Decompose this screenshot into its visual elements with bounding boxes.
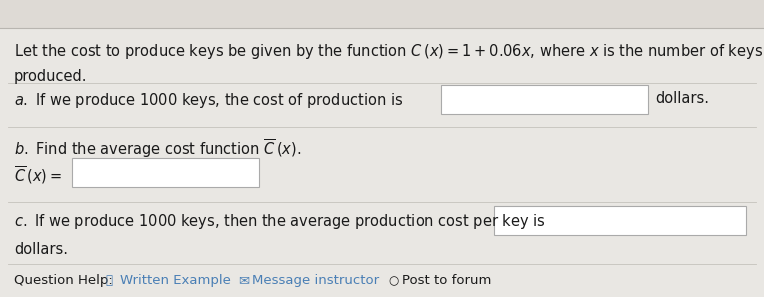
Text: produced.: produced. bbox=[14, 69, 88, 84]
Text: $c.$ If we produce 1000 keys, then the average production cost per key is: $c.$ If we produce 1000 keys, then the a… bbox=[14, 212, 545, 231]
FancyBboxPatch shape bbox=[72, 158, 259, 187]
Text: Let the cost to produce keys be given by the function $C\,(x) = 1 + 0.06x$, wher: Let the cost to produce keys be given by… bbox=[14, 42, 763, 61]
Text: $b.$ Find the average cost function $\overline{C}\,(x)$.: $b.$ Find the average cost function $\ov… bbox=[14, 137, 302, 159]
Bar bbox=[0, 0, 764, 28]
Text: dollars.: dollars. bbox=[14, 242, 68, 257]
FancyBboxPatch shape bbox=[494, 206, 746, 235]
Text: $\overline{C}\,(x) =$: $\overline{C}\,(x) =$ bbox=[14, 164, 62, 186]
Text: ○: ○ bbox=[388, 274, 398, 287]
Text: Message instructor: Message instructor bbox=[252, 274, 379, 287]
Text: ✉: ✉ bbox=[238, 274, 249, 287]
Text: $a.$ If we produce 1000 keys, the cost of production is: $a.$ If we produce 1000 keys, the cost o… bbox=[14, 91, 403, 110]
Text: 📄: 📄 bbox=[105, 274, 112, 287]
Text: Question Help:: Question Help: bbox=[14, 274, 113, 287]
Text: dollars.: dollars. bbox=[655, 91, 709, 106]
Text: Written Example: Written Example bbox=[120, 274, 231, 287]
Text: Post to forum: Post to forum bbox=[402, 274, 491, 287]
FancyBboxPatch shape bbox=[441, 85, 648, 114]
